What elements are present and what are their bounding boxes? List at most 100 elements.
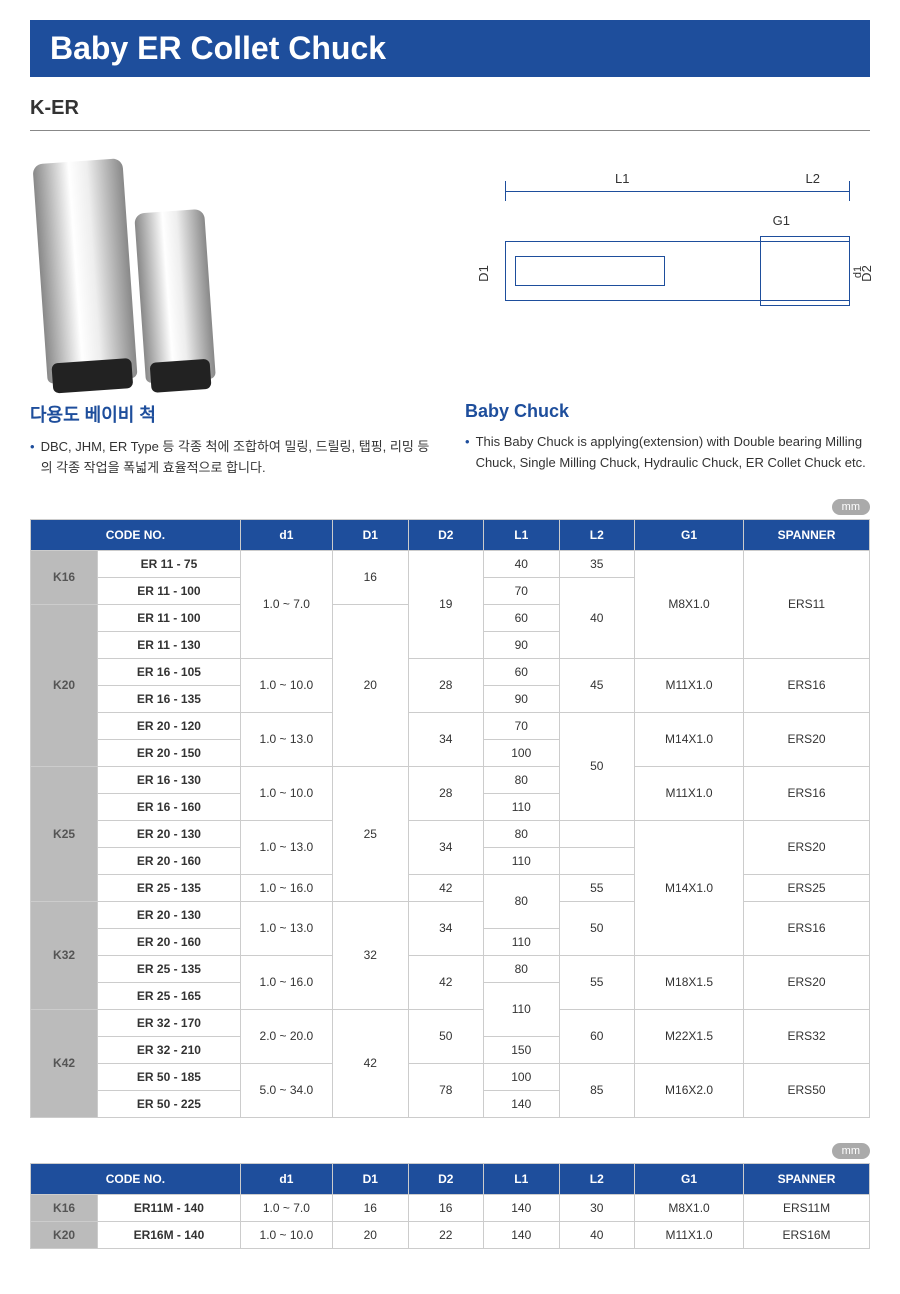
code-no: ER 20 - 160: [98, 847, 241, 874]
k-group: K20: [31, 604, 98, 766]
cell: 78: [408, 1063, 484, 1117]
cell: 40: [559, 1221, 635, 1248]
cell: 50: [559, 712, 635, 820]
cell: 28: [408, 658, 484, 712]
cell: 40: [484, 550, 560, 577]
code-no: ER 16 - 135: [98, 685, 241, 712]
cell: 80: [484, 766, 560, 793]
cell: M18X1.5: [635, 955, 744, 1009]
code-no: ER 25 - 135: [98, 955, 241, 982]
table-row: ER 20 - 1201.0 ~ 13.0347050M14X1.0ERS20: [31, 712, 870, 739]
table-row: K25ER 16 - 1301.0 ~ 10.0252880M11X1.0ERS…: [31, 766, 870, 793]
cell: 140: [484, 1221, 560, 1248]
cell: ERS20: [744, 712, 870, 766]
code-no: ER 20 - 120: [98, 712, 241, 739]
cell: ERS11: [744, 550, 870, 658]
col-header: CODE NO.: [31, 519, 241, 550]
table-row: ER 50 - 1855.0 ~ 34.07810085M16X2.0ERS50: [31, 1063, 870, 1090]
technical-diagram: L1 L2 G1 D1 D2 d1: [465, 151, 870, 381]
col-header: D2: [408, 1163, 484, 1194]
cell: 140: [484, 1194, 560, 1221]
description-row: 다용도 베이비 척 DBC, JHM, ER Type 등 각종 척에 조합하여…: [30, 401, 870, 479]
cell: 20: [333, 604, 409, 766]
table-row: K16ER 11 - 751.0 ~ 7.016194035M8X1.0ERS1…: [31, 550, 870, 577]
cell: M8X1.0: [635, 550, 744, 658]
cell: 34: [408, 712, 484, 766]
cell: 22: [408, 1221, 484, 1248]
cell: 80: [484, 874, 560, 928]
col-header: L1: [484, 519, 560, 550]
cell: 90: [484, 631, 560, 658]
cell: 1.0 ~ 13.0: [240, 712, 332, 766]
table-row: K16ER11M - 1401.0 ~ 7.0161614030M8X1.0ER…: [31, 1194, 870, 1221]
cell: 34: [408, 901, 484, 955]
cell: ERS16: [744, 901, 870, 955]
k-group: K25: [31, 766, 98, 901]
image-row: L1 L2 G1 D1 D2 d1: [30, 151, 870, 381]
cell: 1.0 ~ 10.0: [240, 658, 332, 712]
cell: 140: [484, 1090, 560, 1117]
code-no: ER 25 - 165: [98, 982, 241, 1009]
k-group: K16: [31, 1194, 98, 1221]
cell: 80: [484, 820, 560, 847]
unit-badge-2: mm: [832, 1143, 870, 1159]
cell: 1.0 ~ 16.0: [240, 955, 332, 1009]
cell: 16: [408, 1194, 484, 1221]
cell: ERS16M: [744, 1221, 870, 1248]
cell: 1.0 ~ 13.0: [240, 901, 332, 955]
page-subtitle: K-ER: [30, 97, 870, 120]
section-title-en: Baby Chuck: [465, 401, 870, 422]
cell: 2.0 ~ 20.0: [240, 1009, 332, 1063]
cell: 45: [559, 658, 635, 712]
cell: 50: [559, 901, 635, 955]
code-no: ER 25 - 135: [98, 874, 241, 901]
cell: ERS50: [744, 1063, 870, 1117]
cell: 100: [484, 739, 560, 766]
cell: 150: [484, 1036, 560, 1063]
code-no: ER 50 - 225: [98, 1090, 241, 1117]
cell: ERS20: [744, 820, 870, 874]
col-header: G1: [635, 1163, 744, 1194]
cell: 30: [559, 1194, 635, 1221]
cell: 35: [559, 550, 635, 577]
cell: M22X1.5: [635, 1009, 744, 1063]
code-no: ER 16 - 105: [98, 658, 241, 685]
page-title: Baby ER Collet Chuck: [30, 20, 870, 77]
cell: 100: [484, 1063, 560, 1090]
chuck-photo-1: [32, 158, 137, 384]
code-no: ER 20 - 160: [98, 928, 241, 955]
cell: 16: [333, 1194, 409, 1221]
cell: 16: [333, 550, 409, 604]
col-header: L2: [559, 519, 635, 550]
cell: M8X1.0: [635, 1194, 744, 1221]
cell: 1.0 ~ 7.0: [240, 550, 332, 658]
cell: 1.0 ~ 10.0: [240, 766, 332, 820]
cell: M14X1.0: [635, 820, 744, 955]
col-header: D2: [408, 519, 484, 550]
cell: 5.0 ~ 34.0: [240, 1063, 332, 1117]
cell: M11X1.0: [635, 766, 744, 820]
col-header: SPANNER: [744, 519, 870, 550]
k-group: K32: [31, 901, 98, 1009]
unit-badge-1: mm: [832, 499, 870, 515]
cell: M16X2.0: [635, 1063, 744, 1117]
cell: 60: [559, 1009, 635, 1063]
spec-table-2: CODE NO.d1D1D2L1L2G1SPANNERK16ER11M - 14…: [30, 1163, 870, 1249]
col-header: d1: [240, 1163, 332, 1194]
bullet-kr: DBC, JHM, ER Type 등 각종 척에 조합하여 밀링, 드릴링, …: [30, 437, 435, 479]
spec-table-1: CODE NO.d1D1D2L1L2G1SPANNERK16ER 11 - 75…: [30, 519, 870, 1118]
col-header: d1: [240, 519, 332, 550]
cell: 25: [333, 766, 409, 901]
cell: ERS11M: [744, 1194, 870, 1221]
cell: 42: [408, 955, 484, 1009]
col-header: D1: [333, 1163, 409, 1194]
cell: 110: [484, 982, 560, 1036]
col-header: G1: [635, 519, 744, 550]
cell: 110: [484, 793, 560, 820]
code-no: ER 20 - 130: [98, 901, 241, 928]
k-group: K42: [31, 1009, 98, 1117]
cell: ERS16: [744, 766, 870, 820]
cell: M11X1.0: [635, 658, 744, 712]
code-no: ER 20 - 130: [98, 820, 241, 847]
code-no: ER 11 - 100: [98, 577, 241, 604]
